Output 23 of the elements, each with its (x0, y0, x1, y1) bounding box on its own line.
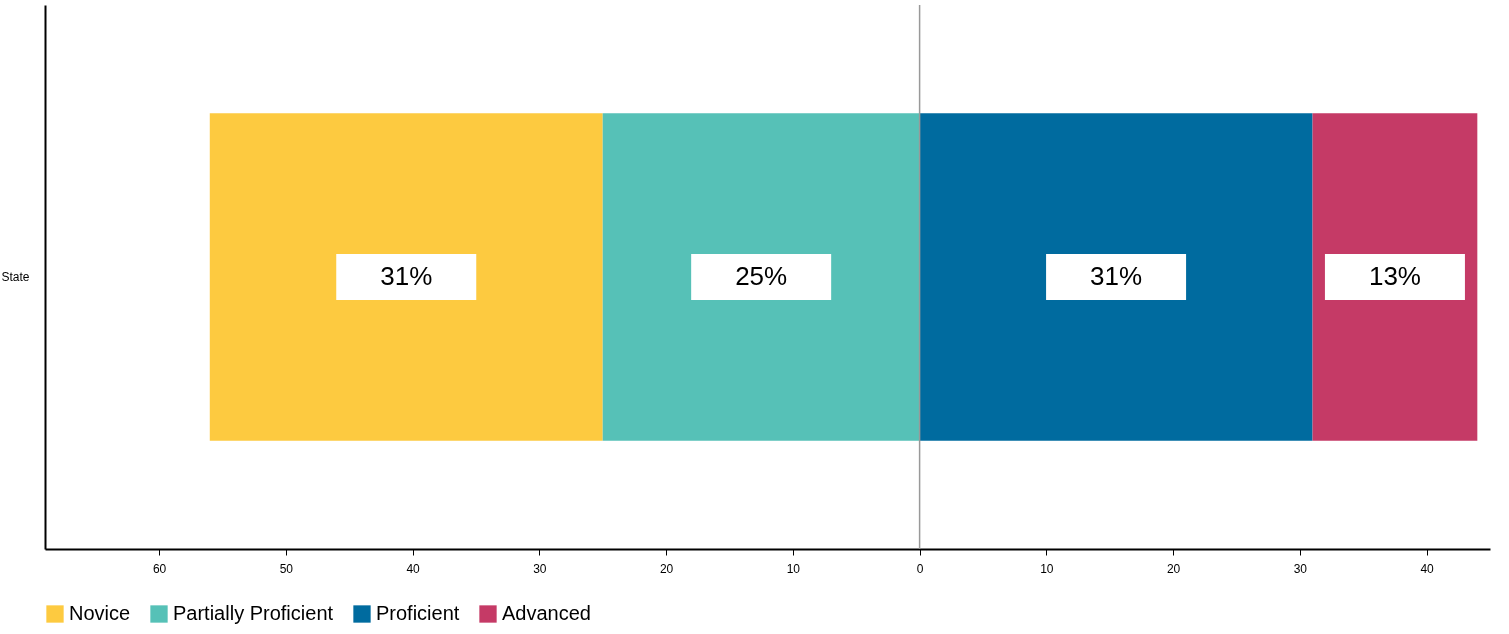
legend-label: Proficient (376, 602, 460, 624)
data-label: 31% (1090, 261, 1143, 291)
legend-label: Partially Proficient (173, 602, 334, 624)
x-tick-label: 10 (786, 561, 801, 576)
x-tick-label: 30 (533, 561, 547, 576)
data-label: 13% (1368, 261, 1421, 291)
x-tick-label: 60 (152, 561, 167, 576)
x-tick-label: 20 (1166, 561, 1181, 576)
x-tick-label: 50 (279, 561, 294, 576)
data-label: 31% (380, 261, 433, 291)
x-tick-label: 40 (1420, 561, 1435, 576)
bar (919, 113, 1313, 441)
x-tick-label: 10 (1040, 561, 1054, 576)
x-tick-label: 20 (659, 561, 674, 576)
legend-label: Novice (69, 602, 131, 624)
x-tick-label: 0 (916, 561, 924, 576)
y-tick-label: State (1, 270, 30, 284)
data-label: 25% (735, 261, 788, 291)
x-tick-label: 40 (406, 561, 421, 576)
bar (602, 113, 920, 441)
bar (209, 113, 603, 441)
legend-label: Advanced (502, 602, 591, 624)
x-tick-label: 30 (1293, 561, 1308, 576)
